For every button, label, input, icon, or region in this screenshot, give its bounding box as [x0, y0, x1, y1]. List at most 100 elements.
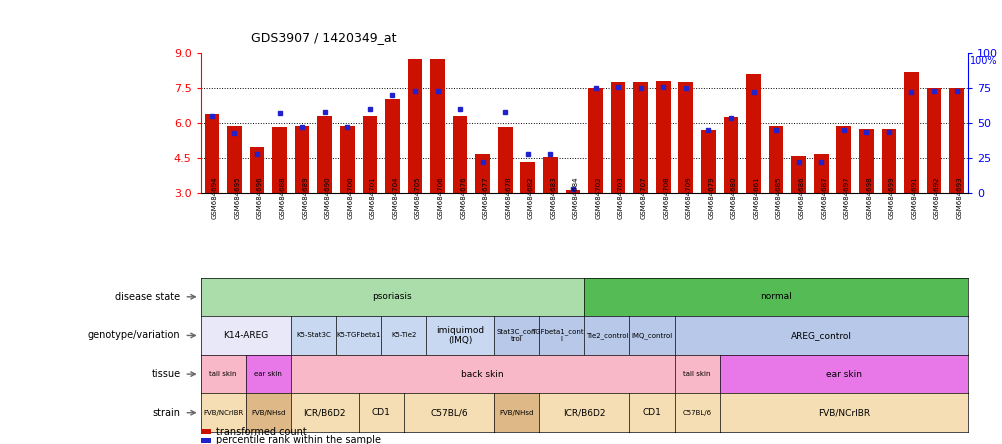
Text: tail skin: tail skin	[682, 371, 710, 377]
Text: K5-Stat3C: K5-Stat3C	[296, 333, 331, 338]
Bar	[768, 126, 783, 193]
Text: Stat3C_con
trol: Stat3C_con trol	[496, 329, 536, 342]
Text: tail skin: tail skin	[209, 371, 236, 377]
Text: GSM684684: GSM684684	[572, 176, 578, 218]
Bar	[272, 127, 287, 193]
Text: GSM684680: GSM684680	[730, 176, 736, 219]
Text: GSM684685: GSM684685	[776, 176, 782, 218]
Text: FVB/NHsd: FVB/NHsd	[250, 410, 286, 416]
Bar	[565, 190, 580, 193]
Text: disease state: disease state	[115, 292, 180, 302]
Bar	[791, 156, 806, 193]
Bar	[926, 88, 941, 193]
Text: normal: normal	[760, 292, 792, 301]
Text: CD1: CD1	[372, 408, 390, 417]
Bar	[340, 126, 355, 193]
Bar	[407, 59, 422, 193]
Text: GSM684688: GSM684688	[280, 176, 286, 219]
Text: GSM684699: GSM684699	[888, 176, 894, 219]
Text: C57BL/6: C57BL/6	[430, 408, 467, 417]
Bar	[295, 126, 310, 193]
Bar	[587, 88, 602, 193]
Bar	[204, 114, 219, 193]
Text: FVB/NCrIBR: FVB/NCrIBR	[817, 408, 869, 417]
Bar	[948, 88, 963, 193]
Bar	[475, 154, 490, 193]
Text: TGFbeta1_control
l: TGFbeta1_control l	[530, 329, 592, 342]
Text: GSM684661: GSM684661	[753, 176, 759, 219]
Text: GSM684683: GSM684683	[550, 176, 556, 219]
Text: GSM684701: GSM684701	[370, 176, 376, 219]
Bar	[430, 59, 445, 193]
Text: GSM684703: GSM684703	[617, 176, 623, 219]
Text: GSM684678: GSM684678	[505, 176, 511, 219]
Text: genotype/variation: genotype/variation	[88, 330, 180, 341]
Text: GSM684698: GSM684698	[866, 176, 872, 219]
Text: GDS3907 / 1420349_at: GDS3907 / 1420349_at	[250, 32, 396, 44]
Text: GSM684709: GSM684709	[685, 176, 691, 219]
Text: GSM684705: GSM684705	[415, 176, 421, 218]
Text: GSM684690: GSM684690	[325, 176, 331, 219]
Text: K14-AREG: K14-AREG	[222, 331, 269, 340]
Text: GSM684689: GSM684689	[302, 176, 308, 219]
Text: GSM684693: GSM684693	[956, 176, 962, 219]
Text: ear skin: ear skin	[255, 371, 282, 377]
Bar	[722, 117, 737, 193]
Text: GSM684682: GSM684682	[527, 176, 533, 218]
Bar	[226, 126, 241, 193]
Text: transformed count: transformed count	[215, 427, 306, 436]
Text: ear skin: ear skin	[825, 369, 861, 379]
Text: GSM684687: GSM684687	[821, 176, 827, 219]
Text: GSM684707: GSM684707	[640, 176, 646, 219]
Text: GSM684706: GSM684706	[437, 176, 443, 219]
Bar	[903, 72, 918, 193]
Text: FVB/NCrIBR: FVB/NCrIBR	[202, 410, 243, 416]
Bar	[632, 83, 647, 193]
Bar	[813, 154, 828, 193]
Bar	[497, 127, 512, 193]
Text: GSM684702: GSM684702	[595, 176, 601, 218]
Text: GSM684692: GSM684692	[933, 176, 939, 218]
Text: FVB/NHsd: FVB/NHsd	[499, 410, 533, 416]
Text: back skin: back skin	[461, 369, 503, 379]
Bar	[542, 157, 557, 193]
Text: GSM684708: GSM684708	[662, 176, 668, 219]
Bar	[249, 147, 265, 193]
Bar	[836, 126, 851, 193]
Text: GSM684677: GSM684677	[482, 176, 488, 219]
Text: GSM684694: GSM684694	[211, 176, 217, 218]
Bar	[362, 116, 377, 193]
Bar	[452, 116, 467, 193]
Bar	[520, 162, 535, 193]
Text: GSM684676: GSM684676	[460, 176, 466, 219]
Text: GSM684704: GSM684704	[392, 176, 398, 218]
Text: GSM684686: GSM684686	[798, 176, 804, 219]
Text: Tie2_control: Tie2_control	[585, 332, 627, 339]
Text: ICR/B6D2: ICR/B6D2	[562, 408, 605, 417]
Bar	[655, 81, 670, 193]
Bar	[610, 83, 625, 193]
Text: ICR/B6D2: ICR/B6D2	[304, 408, 346, 417]
Bar	[745, 74, 761, 193]
Text: GSM684696: GSM684696	[257, 176, 263, 219]
Text: strain: strain	[152, 408, 180, 418]
Text: 100%: 100%	[969, 56, 996, 66]
Bar	[385, 99, 400, 193]
Text: psoriasis: psoriasis	[372, 292, 412, 301]
Text: K5-Tie2: K5-Tie2	[391, 333, 416, 338]
Bar	[677, 83, 692, 193]
Text: IMQ_control: IMQ_control	[630, 332, 672, 339]
Text: GSM684691: GSM684691	[911, 176, 917, 219]
Text: percentile rank within the sample: percentile rank within the sample	[215, 436, 381, 444]
Text: K5-TGFbeta1: K5-TGFbeta1	[336, 333, 381, 338]
Bar	[881, 129, 896, 193]
Text: C57BL/6: C57BL/6	[681, 410, 711, 416]
Text: CD1: CD1	[642, 408, 660, 417]
Bar	[317, 116, 332, 193]
Bar	[700, 130, 715, 193]
Text: GSM684695: GSM684695	[234, 176, 240, 218]
Text: tissue: tissue	[151, 369, 180, 379]
Text: GSM684700: GSM684700	[347, 176, 353, 219]
Bar	[858, 129, 873, 193]
Text: AREG_control: AREG_control	[790, 331, 851, 340]
